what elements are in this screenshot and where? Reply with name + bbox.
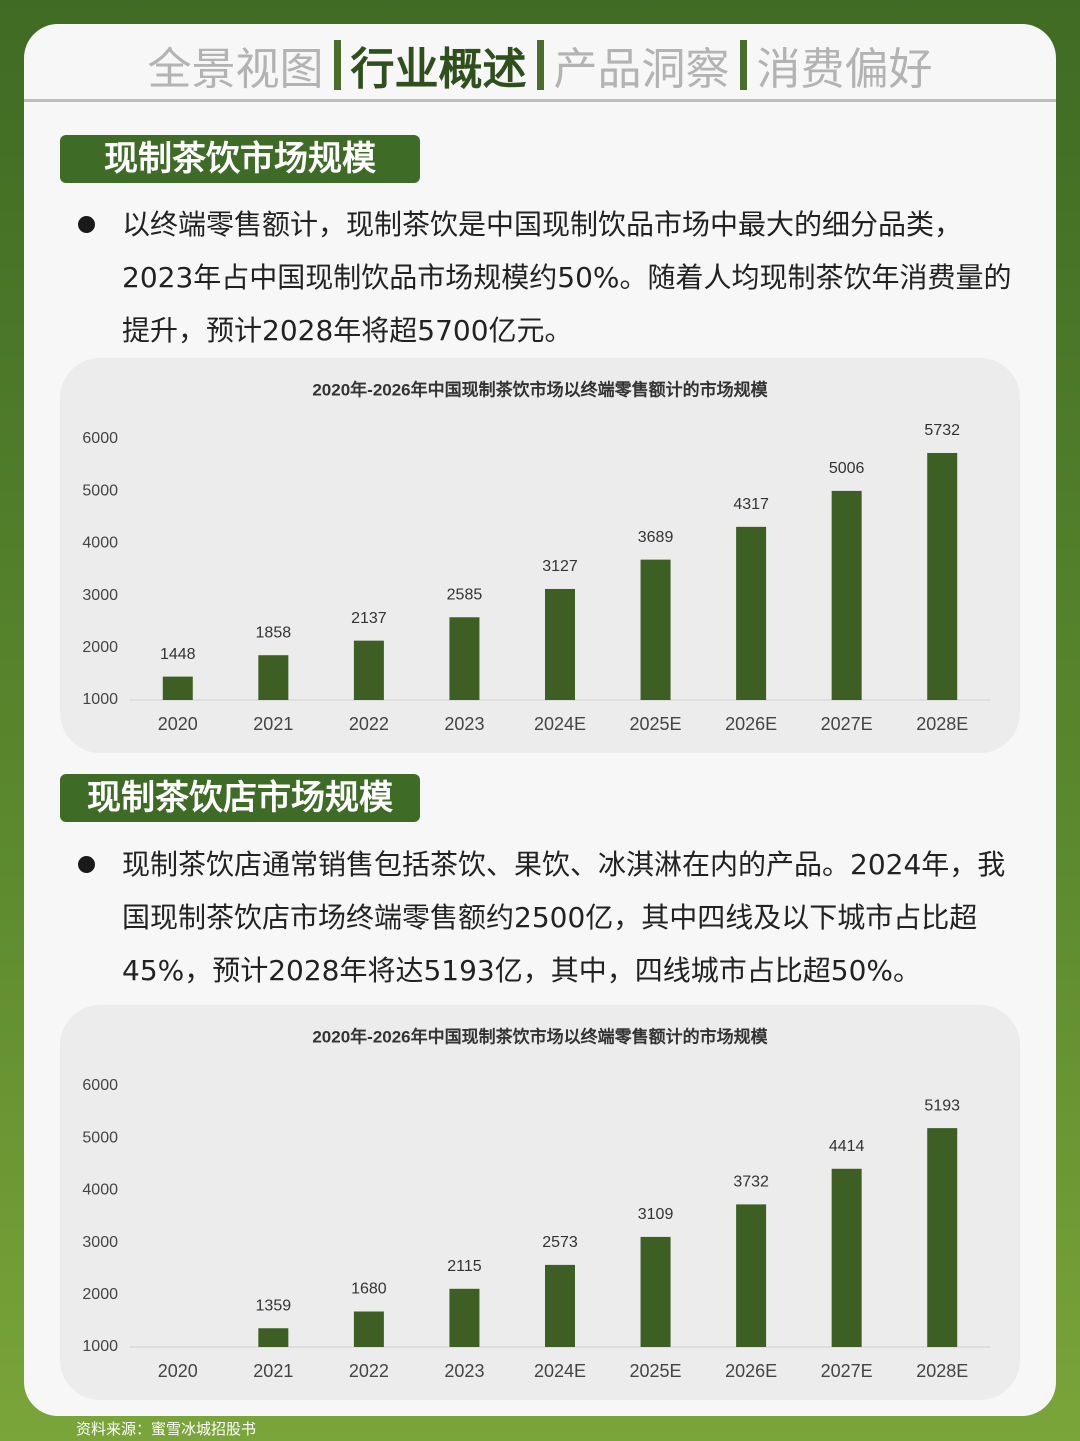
y-tick-label: 3000 <box>82 1234 118 1251</box>
data-label: 3127 <box>542 558 578 575</box>
bar <box>640 1236 671 1347</box>
bullet <box>78 856 95 873</box>
x-tick-label: 2027E <box>821 1361 873 1381</box>
data-label: 1359 <box>256 1297 292 1314</box>
bar <box>449 617 480 700</box>
bar <box>831 1168 862 1347</box>
y-tick-label: 2000 <box>82 639 118 656</box>
bar <box>258 1328 289 1347</box>
data-label: 4414 <box>829 1138 865 1155</box>
x-tick-label: 2026E <box>725 714 777 734</box>
chart: 2020年-2026年中国现制茶饮市场以终端零售额计的市场规模 1000 2000 3… <box>60 1005 1020 1400</box>
x-tick-label: 2020 <box>158 714 198 734</box>
bar <box>449 1288 480 1347</box>
x-tick-label: 2024E <box>534 1361 586 1381</box>
x-tick-label: 2020 <box>158 1361 198 1381</box>
data-label: 5732 <box>924 422 960 439</box>
paragraph: 以终端零售额计，现制茶饮是中国现制饮品市场中最大的细分品类，2023年占中国现制… <box>122 208 1012 347</box>
x-tick-label: 2027E <box>821 714 873 734</box>
y-tick-label: 4000 <box>82 1182 118 1199</box>
y-tick-label: 3000 <box>82 587 118 604</box>
tab-separator <box>333 40 341 90</box>
chart-title: 2020年-2026年中国现制茶饮市场以终端零售额计的市场规模 <box>312 379 768 399</box>
x-tick-label: 2023 <box>444 1361 484 1381</box>
divider <box>24 99 1056 102</box>
x-tick-label: 2025E <box>630 1361 682 1381</box>
y-tick-label: 6000 <box>82 430 118 447</box>
data-label: 2137 <box>351 610 387 627</box>
data-label: 1858 <box>256 624 292 641</box>
x-tick-label: 2026E <box>725 1361 777 1381</box>
bullet <box>78 216 95 233</box>
y-tick-label: 5000 <box>82 1129 118 1146</box>
tab-bar: 全景视图 行业概述 产品洞察 消费偏好 <box>24 34 1056 96</box>
x-tick-label: 2021 <box>253 1361 293 1381</box>
data-label: 1448 <box>160 646 196 663</box>
data-label: 2585 <box>447 586 483 603</box>
source-note: 资料来源：蜜雪冰城招股书 <box>76 1420 257 1438</box>
chart: 2020年-2026年中国现制茶饮市场以终端零售额计的市场规模 1000 2000 3… <box>60 358 1020 753</box>
bar <box>927 452 958 700</box>
data-label: 2115 <box>447 1258 482 1275</box>
y-tick-label: 5000 <box>82 482 118 499</box>
x-tick-label: 2028E <box>916 1361 968 1381</box>
data-label: 2573 <box>542 1234 578 1251</box>
x-tick-label: 2021 <box>253 714 293 734</box>
y-tick-label: 1000 <box>82 1338 118 1355</box>
x-tick-label: 2022 <box>349 1361 389 1381</box>
bar <box>736 526 767 700</box>
data-label: 4317 <box>733 496 769 513</box>
paragraph: 现制茶饮店通常销售包括茶饮、果饮、冰淇淋在内的产品。2024年，我国现制茶饮店市… <box>122 848 1006 987</box>
x-tick-label: 2022 <box>349 714 389 734</box>
tab[interactable]: 产品洞察 <box>553 44 730 95</box>
chart-title: 2020年-2026年中国现制茶饮市场以终端零售额计的市场规模 <box>312 1026 768 1046</box>
data-label: 1680 <box>351 1281 387 1298</box>
bar <box>545 588 575 700</box>
data-label: 3732 <box>733 1174 769 1191</box>
data-label: 3109 <box>638 1206 674 1223</box>
data-label: 5006 <box>829 460 865 477</box>
section-title: 现制茶饮店市场规模 <box>60 774 420 822</box>
bar <box>353 1311 384 1347</box>
bar <box>831 490 862 700</box>
x-tick-label: 2023 <box>444 714 484 734</box>
x-tick-label: 2025E <box>630 714 682 734</box>
bar <box>545 1264 575 1347</box>
bar <box>162 676 193 700</box>
y-tick-label: 6000 <box>82 1077 118 1094</box>
y-tick-label: 1000 <box>82 691 118 708</box>
tab[interactable]: 全景视图 <box>147 44 324 95</box>
bar <box>736 1204 767 1347</box>
tab[interactable]: 行业概述 <box>350 44 527 95</box>
tab[interactable]: 消费偏好 <box>756 44 933 95</box>
bar <box>640 559 671 700</box>
data-label: 5193 <box>924 1097 960 1114</box>
tab-separator <box>536 40 544 90</box>
bar <box>353 640 384 700</box>
bar <box>927 1128 958 1347</box>
y-tick-label: 2000 <box>82 1286 118 1303</box>
y-tick-label: 4000 <box>82 535 118 552</box>
tab-separator <box>739 40 747 90</box>
bar <box>258 655 289 700</box>
data-label: 3689 <box>638 529 674 546</box>
x-tick-label: 2028E <box>916 714 968 734</box>
x-tick-label: 2024E <box>534 714 586 734</box>
section-title: 现制茶饮市场规模 <box>60 135 420 183</box>
